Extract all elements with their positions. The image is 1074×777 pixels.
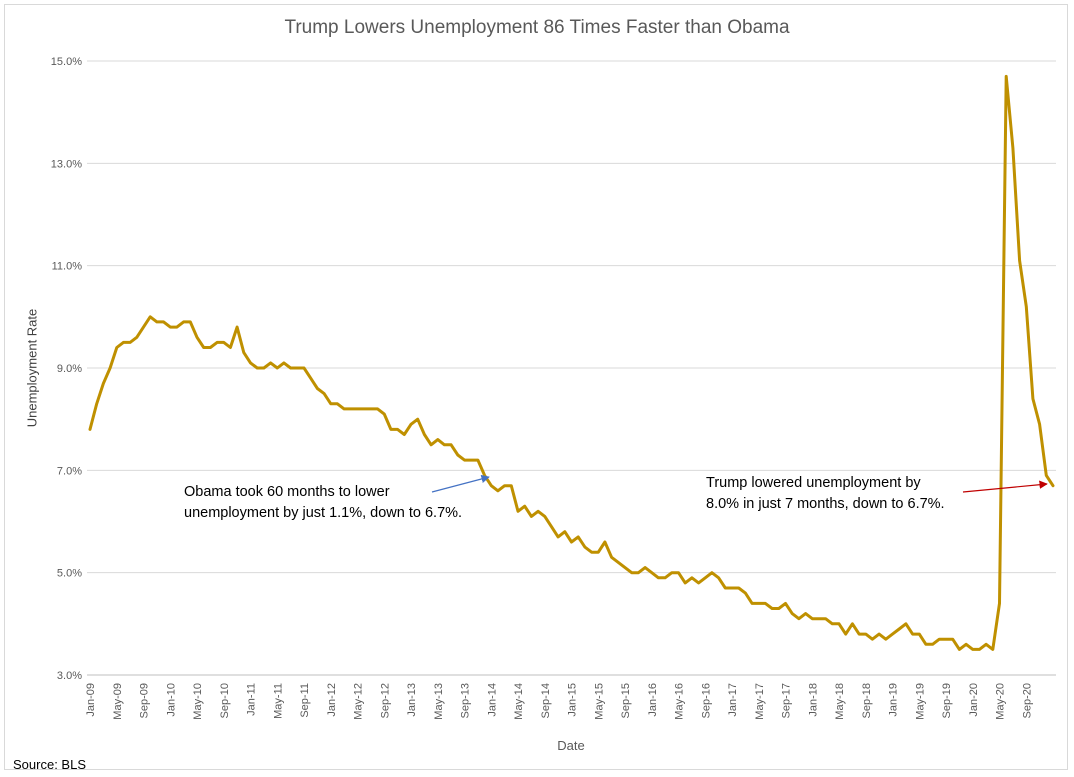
x-tick-label: May-11: [272, 683, 284, 719]
x-tick-label: Jan-12: [326, 683, 338, 717]
x-tick-label: Sep-17: [781, 683, 793, 718]
y-axis-ticks: 3.0% 5.0% 7.0% 9.0% 11.0% 13.0% 15.0%: [51, 56, 82, 682]
y-axis-label: Unemployment Rate: [24, 308, 40, 428]
y-tick-label: 9.0%: [57, 363, 82, 375]
x-tick-label: May-15: [593, 683, 605, 720]
x-tick-label: Sep-16: [700, 683, 712, 718]
trump-annotation-line1: Trump lowered unemployment by: [706, 475, 921, 491]
chart-title: Trump Lowers Unemployment 86 Times Faste…: [284, 17, 790, 38]
trump-annotation-arrow: [962, 480, 1048, 493]
x-tick-label: May-09: [112, 683, 124, 720]
x-tick-label: Jan-20: [968, 683, 980, 717]
x-tick-label: Jan-14: [486, 683, 498, 717]
x-tick-label: Jan-11: [246, 683, 258, 716]
x-tick-label: Sep-10: [219, 683, 231, 718]
x-tick-label: Jan-16: [647, 683, 659, 717]
obama-annotation-line2: unemployment by just 1.1%, down to 6.7%.: [184, 505, 463, 521]
x-tick-label: Sep-15: [620, 683, 632, 718]
chart-frame: [4, 4, 1068, 770]
x-tick-label: May-10: [192, 683, 204, 720]
x-tick-label: Sep-14: [540, 683, 552, 718]
obama-annotation-arrow: [431, 474, 490, 493]
y-tick-label: 13.0%: [51, 158, 82, 170]
y-tick-label: 11.0%: [52, 261, 83, 273]
x-tick-label: Sep-20: [1021, 683, 1033, 718]
x-tick-label: May-17: [754, 683, 766, 720]
gridlines: [87, 60, 1056, 574]
y-tick-label: 5.0%: [57, 568, 82, 580]
x-tick-label: May-16: [674, 683, 686, 720]
y-tick-label: 7.0%: [57, 465, 82, 477]
obama-annotation-line1: Obama took 60 months to lower: [184, 484, 390, 500]
x-axis-label: Date: [557, 738, 585, 753]
y-tick-label: 15.0%: [51, 56, 82, 68]
x-tick-label: Jan-17: [727, 683, 739, 717]
x-tick-label: Jan-10: [165, 683, 177, 717]
x-axis-ticks: Jan-09 May-09 Sep-09 Jan-10 May-10 Sep-10 Jan-…: [85, 683, 1033, 720]
x-tick-label: Sep-12: [379, 683, 391, 718]
x-tick-label: Jan-09: [85, 683, 97, 717]
x-tick-label: May-12: [353, 683, 365, 720]
trump-annotation: Trump lowered unemployment by 8.0% in ju…: [706, 473, 945, 515]
x-tick-label: Sep-13: [460, 683, 472, 718]
x-tick-label: Sep-09: [139, 683, 151, 718]
x-tick-label: Jan-19: [888, 683, 900, 717]
x-tick-label: Jan-15: [567, 683, 579, 717]
x-tick-label: Sep-18: [861, 683, 873, 718]
x-tick-label: May-20: [995, 683, 1007, 720]
x-tick-label: May-18: [834, 683, 846, 720]
x-tick-label: May-14: [513, 683, 525, 720]
x-tick-label: Sep-11: [299, 683, 311, 718]
y-tick-label: 3.0%: [57, 670, 82, 682]
source-note: Source: BLS: [13, 757, 86, 772]
obama-annotation: Obama took 60 months to lower unemployme…: [184, 482, 462, 524]
trump-annotation-line2: 8.0% in just 7 months, down to 6.7%.: [706, 496, 945, 512]
x-tick-label: Jan-13: [406, 683, 418, 717]
x-tick-label: Sep-19: [941, 683, 953, 718]
unemployment-series-line: [88, 74, 1055, 651]
x-tick-label: May-19: [914, 683, 926, 720]
x-tick-label: Jan-18: [807, 683, 819, 717]
x-tick-label: May-13: [433, 683, 445, 720]
